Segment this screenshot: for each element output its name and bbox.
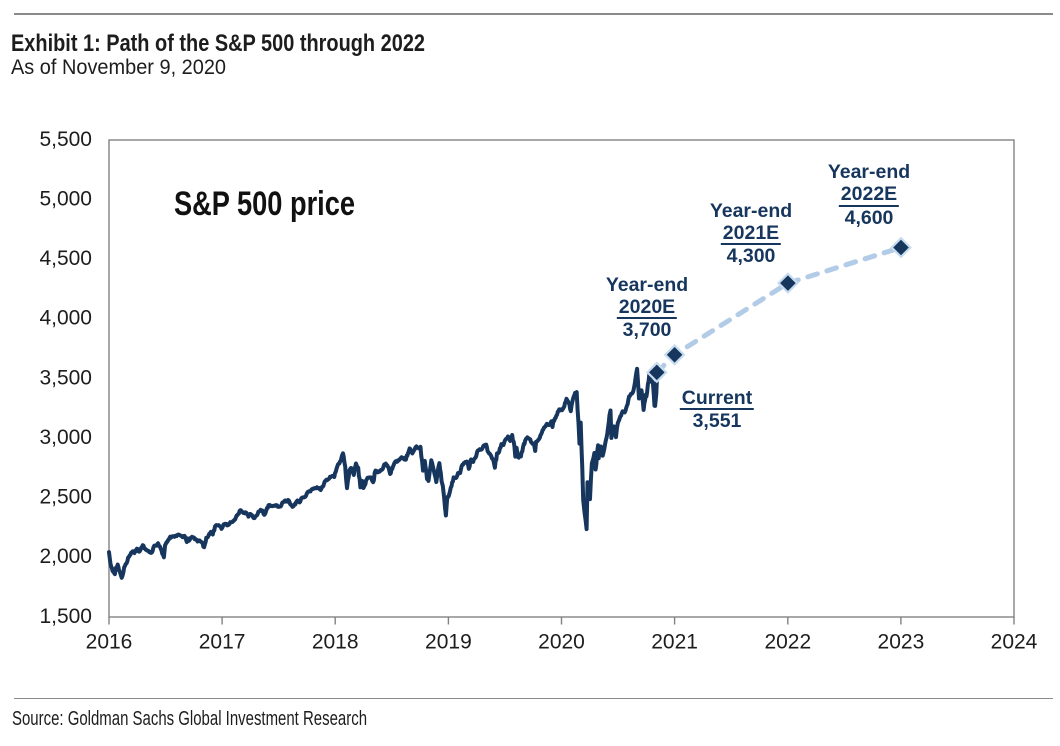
svg-text:2,500: 2,500: [39, 486, 92, 509]
svg-text:2018: 2018: [312, 631, 359, 654]
svg-text:4,500: 4,500: [39, 247, 92, 270]
svg-text:5,000: 5,000: [39, 187, 92, 210]
svg-text:2023: 2023: [878, 631, 925, 654]
svg-text:2024: 2024: [991, 631, 1038, 654]
svg-text:3,500: 3,500: [39, 366, 92, 389]
svg-text:2016: 2016: [86, 631, 133, 654]
svg-text:2,000: 2,000: [39, 545, 92, 568]
svg-text:2019: 2019: [425, 631, 472, 654]
svg-text:4,000: 4,000: [39, 307, 92, 330]
svg-text:2021: 2021: [651, 631, 698, 654]
svg-text:3,000: 3,000: [39, 426, 92, 449]
svg-text:2022: 2022: [764, 631, 811, 654]
svg-text:1,500: 1,500: [39, 605, 92, 628]
svg-text:2020: 2020: [538, 631, 585, 654]
svg-text:2017: 2017: [199, 631, 246, 654]
svg-text:5,500: 5,500: [39, 128, 92, 151]
